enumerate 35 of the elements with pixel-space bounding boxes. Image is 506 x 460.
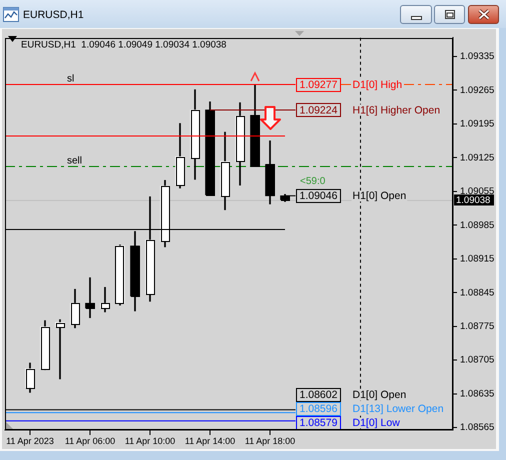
y-tick-label: 1.09265 xyxy=(460,84,494,96)
annotation: <59:0 xyxy=(300,176,326,188)
data-label: 1.09224 xyxy=(300,104,338,116)
y-tick-label: 1.08985 xyxy=(460,220,494,231)
legend-label: H1[0] Open xyxy=(352,190,406,202)
x-tick-label: 11 Apr 14:00 xyxy=(184,436,236,446)
x-tick-label: 11 Apr 2023 xyxy=(6,436,54,446)
y-tick-label: 1.09055 xyxy=(460,186,494,198)
y-tick-label: 1.08635 xyxy=(460,388,494,400)
y-tick-label: 1.08915 xyxy=(460,254,494,265)
y-tick-label: 1.08705 xyxy=(460,354,494,366)
x-tick-label: 11 Apr 06:00 xyxy=(64,436,116,446)
y-tick-label: 1.08775 xyxy=(460,321,494,332)
ref-line-label: 1.09038 xyxy=(456,195,490,206)
legend-label: D1[0] Open xyxy=(352,388,406,401)
chart-title: EURUSD,H1 xyxy=(23,8,84,22)
legend-label: D1[0] High xyxy=(352,78,402,91)
x-tick-label: 11 Apr 18:00 xyxy=(244,436,296,446)
ref-line-label: sell xyxy=(67,155,82,166)
y-tick-label: 1.09335 xyxy=(460,51,494,62)
x-tick-label: 11 Apr 10:00 xyxy=(124,436,176,446)
y-tick-label: 1.09125 xyxy=(460,152,494,164)
data-label: 1.08602 xyxy=(300,388,338,401)
legend-label: H1[6] Higher Open xyxy=(352,104,440,116)
data-label: 1.08579 xyxy=(300,416,338,429)
legend-label: D1[0] Low xyxy=(352,416,400,429)
data-label: 1.09046 xyxy=(300,190,338,202)
y-tick-label: 1.08845 xyxy=(460,287,494,298)
data-label: 1.08596 xyxy=(300,402,338,415)
y-tick-label: 1.08565 xyxy=(460,422,494,434)
ref-line-label: sl xyxy=(67,73,74,84)
chart-subtitle: EURUSD,H1 1.09046 1.09049 1.09034 1.09038 xyxy=(21,39,226,50)
y-tick-label: 1.09195 xyxy=(460,118,494,130)
legend-label: D1[13] Lower Open xyxy=(352,402,444,415)
data-label: 1.09277 xyxy=(300,78,338,91)
